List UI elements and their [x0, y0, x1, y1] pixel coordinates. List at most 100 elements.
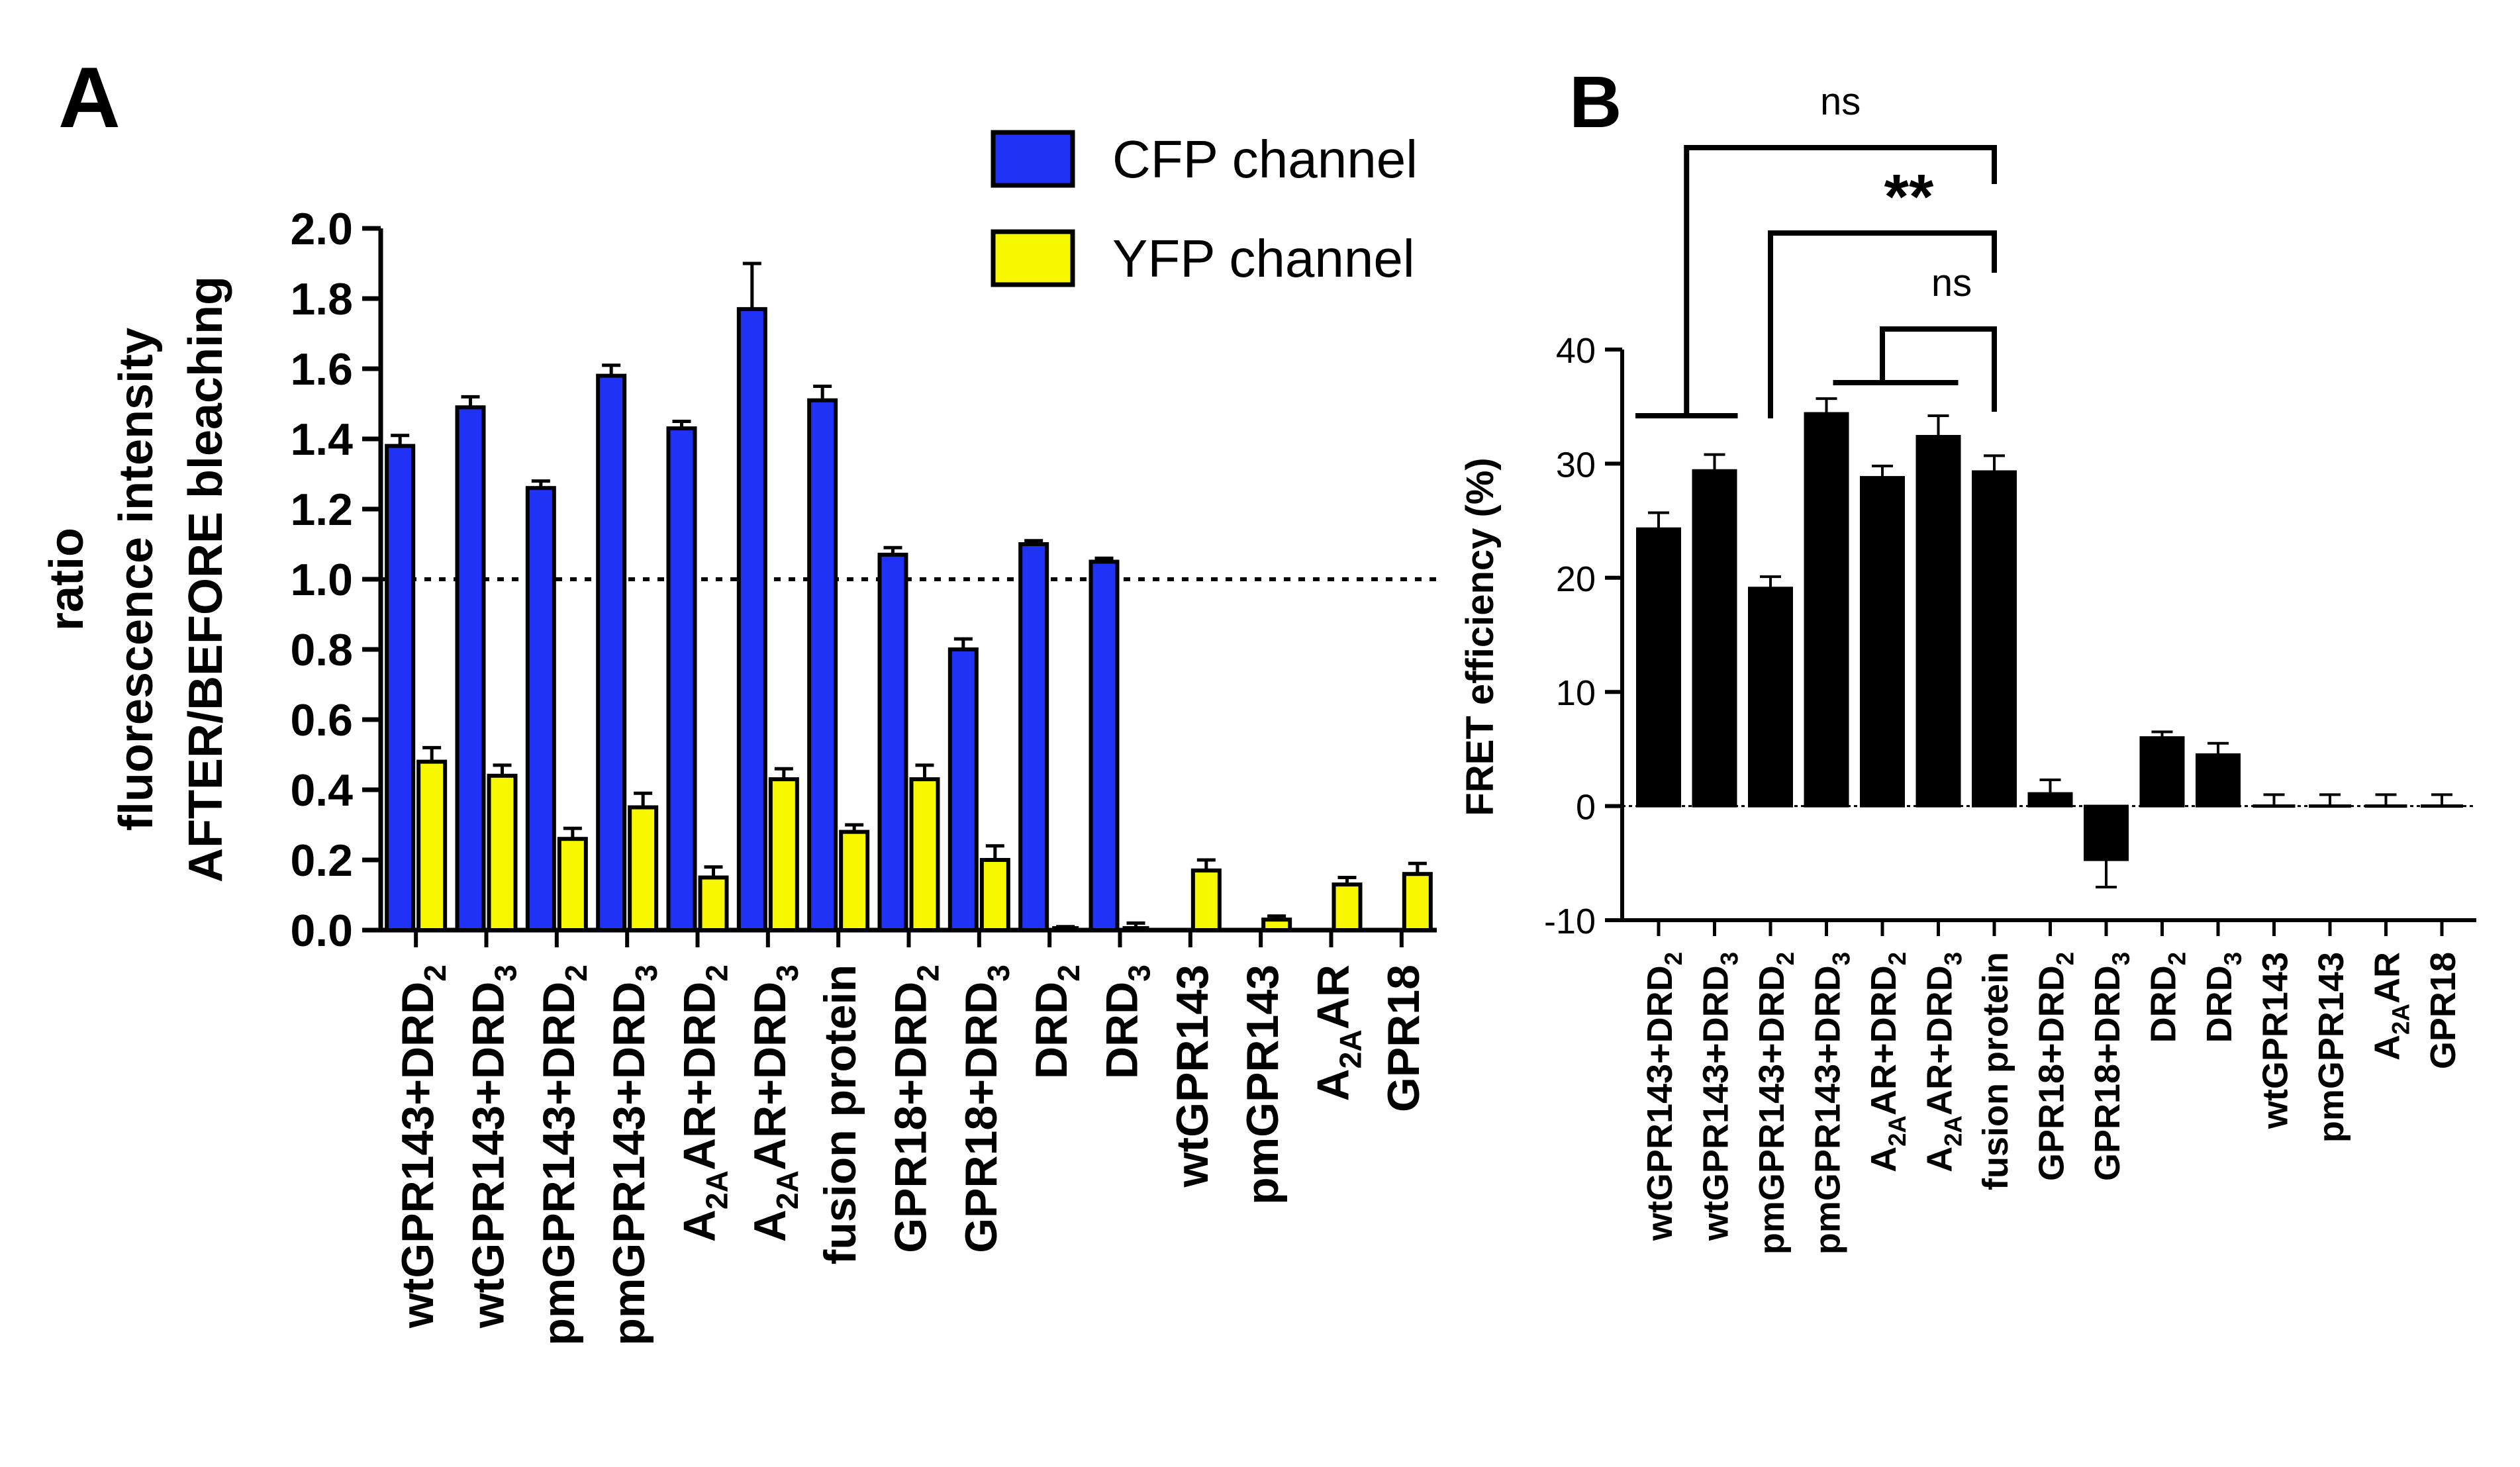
- cfp-bar: [877, 552, 908, 932]
- y-axis-title-line: ratio: [40, 528, 93, 631]
- legend-swatch-cfp: [991, 130, 1075, 188]
- x-tick-label: GPR18+DRD2: [2032, 952, 2079, 1181]
- x-tick-label: wtGPR143+DRD3: [463, 965, 523, 1329]
- x-tick-label: wtGPR143: [2256, 952, 2296, 1129]
- legend-label-yfp: YFP channel: [1112, 229, 1415, 288]
- chart-b: FRET efficiency (%) -10 0 10 20 30 40 wtGPR143+…: [1459, 80, 2476, 1254]
- y-axis-title-line: AFTER/BEFORE bleaching: [179, 276, 232, 882]
- panel-a-label: A: [58, 49, 121, 146]
- x-tick-label: GPR18+DRD3: [2088, 952, 2135, 1181]
- cfp-bar: [596, 373, 627, 932]
- yfp-bar: [1332, 882, 1363, 932]
- cfp-bar: [807, 398, 838, 932]
- cfp-bar: [1018, 542, 1049, 932]
- yfp-bar: [487, 773, 518, 933]
- x-tick-label: DRD2: [2144, 952, 2191, 1043]
- chart-a: ratio fluorescence intensity AFTER/BEFORE …: [40, 204, 1437, 1346]
- x-tick-label: pmGPR143+DRD3: [1808, 952, 1855, 1254]
- y-tick-label: 1.0: [290, 555, 353, 605]
- y-tick-label: 2.0: [290, 204, 353, 254]
- yfp-bar: [698, 875, 729, 932]
- x-tick-label: A2AAR: [1308, 965, 1368, 1101]
- yfp-bar: [1402, 872, 1433, 932]
- x-tick-label: wtGPR143+DRD2: [393, 965, 452, 1329]
- x-tick-label: pmGPR143+DRD3: [604, 965, 663, 1346]
- x-tick-label: wtGPR143+DRD3: [1696, 952, 1743, 1241]
- fret-bar: [2139, 736, 2185, 808]
- y-tick-label: 40: [1556, 331, 1596, 371]
- x-tick-label: A2AAR+DRD3: [745, 965, 804, 1242]
- x-tick-label: A2AAR: [2368, 952, 2415, 1061]
- x-tick-label: A2AAR+DRD2: [675, 965, 734, 1242]
- y-axis-title-line: fluorescence intensity: [110, 328, 163, 831]
- fret-bar: [1692, 469, 1737, 808]
- fret-bar: [1860, 476, 1905, 808]
- y-tick-label: 0.8: [290, 625, 353, 675]
- significance-label: **: [1884, 162, 1934, 232]
- y-tick-label: 20: [1556, 559, 1596, 599]
- cfp-bar: [1089, 559, 1120, 932]
- significance-bracket: [1880, 326, 1997, 412]
- yfp-bar: [839, 829, 870, 932]
- x-tick-label: wtGPR143+DRD2: [1640, 952, 1687, 1241]
- y-tick-label: 0.2: [290, 835, 353, 886]
- fret-bar: [2196, 753, 2241, 808]
- significance-label: ns: [1820, 80, 1861, 123]
- y-tick-label: 0.6: [290, 695, 353, 745]
- fret-bar: [1636, 527, 1681, 808]
- cfp-bar: [947, 647, 979, 932]
- fret-bar: [1804, 412, 1849, 808]
- y-tick-label: 1.4: [290, 414, 353, 465]
- fret-bar: [2084, 804, 2129, 861]
- legend: CFP channel YFP channel: [991, 130, 1418, 288]
- significance-bracket: [1684, 145, 1997, 416]
- fret-bar: [1972, 470, 2017, 808]
- yfp-bar: [416, 759, 448, 932]
- significance-bracket: [1768, 230, 1997, 418]
- fret-bar: [1748, 587, 1793, 808]
- x-tick-label: pmGPR143+DRD2: [1752, 952, 1799, 1254]
- y-tick-label: 1.2: [290, 485, 353, 535]
- yfp-bar: [1190, 868, 1222, 933]
- significance-label: ns: [1931, 261, 1972, 305]
- x-tick-label: A2AAR+DRD2: [1864, 952, 1911, 1172]
- cfp-bar: [385, 444, 416, 932]
- x-tick-label: GPR18+DRD3: [956, 965, 1016, 1253]
- yfp-bar: [1261, 918, 1292, 932]
- x-tick-label: GPR18+DRD2: [886, 965, 945, 1253]
- y-tick-label: 10: [1556, 673, 1596, 713]
- x-tick-label: GPR18: [2423, 952, 2463, 1069]
- yfp-bar: [557, 837, 588, 932]
- y-tick-label: 0: [1576, 788, 1596, 828]
- cfp-bar: [736, 307, 767, 932]
- cfp-bar: [525, 486, 556, 932]
- x-tick-label: fusion protein: [1976, 952, 2015, 1190]
- y-tick-label: 0.0: [290, 906, 353, 956]
- panel-b-label: B: [1569, 62, 1622, 143]
- cfp-bar: [455, 405, 486, 932]
- x-tick-label: A2AAR+DRD3: [1920, 952, 1967, 1172]
- x-tick-label: DRD3: [2200, 952, 2247, 1043]
- x-tick-label: pmGPR143: [1237, 965, 1288, 1205]
- y-tick-label: 1.8: [290, 274, 353, 324]
- fret-bar: [1915, 435, 1961, 808]
- legend-swatch-yfp: [991, 229, 1075, 287]
- x-tick-label: pmGPR143+DRD2: [534, 965, 593, 1346]
- x-tick-label: DRD3: [1097, 965, 1157, 1079]
- yfp-bar: [909, 777, 940, 932]
- yfp-bar: [979, 858, 1010, 932]
- cfp-bar: [666, 426, 697, 932]
- x-tick-label: fusion protein: [815, 965, 865, 1264]
- y-axis-title: FRET efficiency (%): [1459, 457, 1502, 816]
- yfp-bar: [628, 805, 659, 932]
- y-tick-label: -10: [1544, 902, 1596, 941]
- y-tick-label: 0.4: [290, 765, 353, 816]
- y-tick-label: 30: [1556, 445, 1596, 485]
- fret-bar: [2027, 792, 2073, 808]
- yfp-bar: [768, 777, 799, 932]
- y-tick-label: 1.6: [290, 344, 353, 395]
- x-tick-label: DRD2: [1026, 965, 1086, 1079]
- x-tick-label: wtGPR143: [1167, 965, 1218, 1188]
- x-tick-label: GPR18: [1379, 965, 1429, 1112]
